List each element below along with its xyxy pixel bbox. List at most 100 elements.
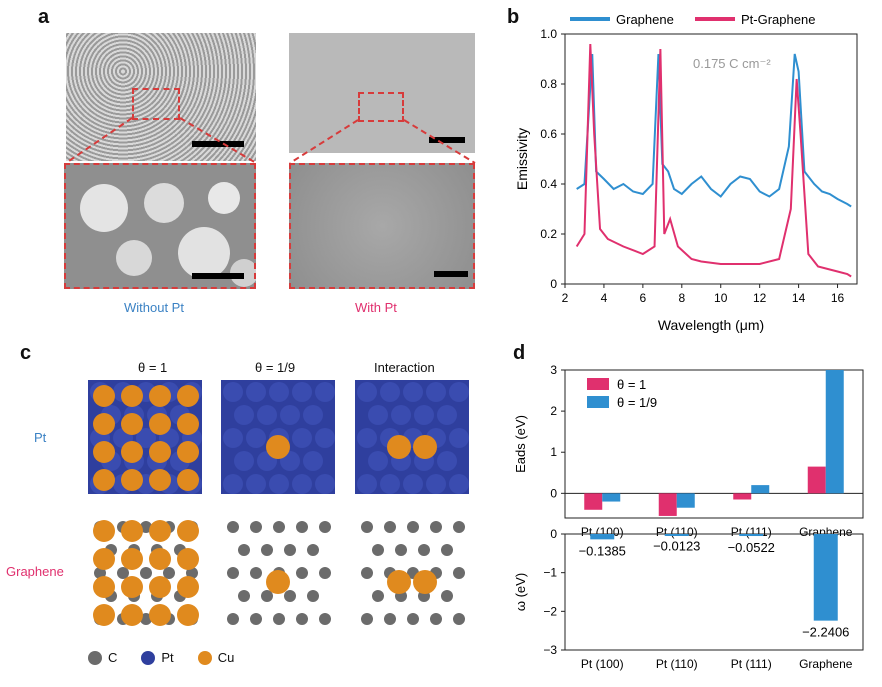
cu-atom <box>93 520 115 542</box>
cu-atom <box>177 576 199 598</box>
x-tick-label: 6 <box>640 291 647 305</box>
y-axis-label-bottom: ω (eV) <box>513 573 528 611</box>
c-atom <box>430 521 442 533</box>
c-atom <box>384 613 396 625</box>
cu-atom <box>149 548 171 570</box>
cu-atom <box>266 570 290 594</box>
legend-label: Graphene <box>616 12 674 27</box>
bar <box>733 493 752 500</box>
pt-atom <box>380 382 400 402</box>
pt-atom <box>357 382 377 402</box>
x-tick-label: 2 <box>562 291 569 305</box>
pt-atom <box>223 474 243 494</box>
col-header-theta-1: θ = 1 <box>138 360 168 375</box>
y-tick-label: −3 <box>543 643 557 657</box>
pt-atom <box>234 451 254 471</box>
pt-atom <box>246 474 266 494</box>
c-atom <box>319 521 331 533</box>
c-atom <box>384 521 396 533</box>
y-tick-label: 0 <box>550 527 557 541</box>
pt-atom <box>292 428 312 448</box>
c-atom <box>227 521 239 533</box>
x-tick-label: 10 <box>714 291 728 305</box>
model-gr-two <box>355 515 469 629</box>
c-atom <box>140 613 152 625</box>
caption-without-pt: Without Pt <box>124 300 184 315</box>
bar <box>590 534 615 540</box>
row-label-graphene: Graphene <box>6 564 64 579</box>
y-tick-label: 0.6 <box>540 127 557 141</box>
pt-atom <box>449 428 469 448</box>
c-atom <box>319 567 331 579</box>
plot-frame <box>564 33 858 285</box>
x-axis-label: Wavelength (μm) <box>658 317 764 333</box>
legend-label: Pt-Graphene <box>741 12 815 27</box>
category-label: Pt (110) <box>656 525 698 539</box>
c-atom <box>361 567 373 579</box>
col-header-interaction: Interaction <box>374 360 435 375</box>
c-atom <box>140 567 152 579</box>
pt-atom <box>234 405 254 425</box>
cu-atom <box>177 441 199 463</box>
pt-atom <box>257 405 277 425</box>
model-pt-full <box>88 380 202 494</box>
series-line-pt-graphene <box>575 43 852 278</box>
cu-atom <box>149 385 171 407</box>
c-atom <box>140 521 152 533</box>
series-line-graphene <box>576 53 852 208</box>
c-atom <box>238 590 250 602</box>
bar <box>664 534 689 536</box>
pt-atom <box>136 428 156 448</box>
pt-atom <box>426 474 446 494</box>
c-atom <box>372 590 384 602</box>
c-atom <box>453 567 465 579</box>
value-label: −0.1385 <box>579 543 626 558</box>
cu-atom <box>93 385 115 407</box>
category-label: Graphene <box>799 525 853 539</box>
bar <box>825 370 844 494</box>
c-atom <box>395 544 407 556</box>
legend-label: θ = 1/9 <box>617 395 657 410</box>
bar <box>739 534 764 537</box>
y-tick-label: 3 <box>550 363 557 377</box>
model-gr-one <box>221 515 335 629</box>
c-atom <box>319 613 331 625</box>
y-tick-label: 2 <box>550 404 557 418</box>
pt-atom <box>303 451 323 471</box>
cu-atom <box>149 441 171 463</box>
cu-atom <box>149 413 171 435</box>
cu-atom <box>121 469 143 491</box>
cu-atom <box>177 469 199 491</box>
c-atom <box>250 567 262 579</box>
pt-atom <box>449 474 469 494</box>
model-pt-one <box>221 380 335 494</box>
c-atom <box>186 567 198 579</box>
scale-bar <box>429 137 465 143</box>
zoom-frame <box>289 163 475 289</box>
scale-bar <box>192 273 244 279</box>
c-atom <box>307 590 319 602</box>
c-atom <box>453 521 465 533</box>
caption-with-pt: With Pt <box>355 300 397 315</box>
sem-image-without-pt-zoom <box>64 163 256 289</box>
pt-atom <box>246 428 266 448</box>
cu-atom <box>387 570 411 594</box>
pt-atom <box>368 405 388 425</box>
bar <box>676 493 695 508</box>
c-atom <box>296 567 308 579</box>
model-pt-two <box>355 380 469 494</box>
bar <box>602 493 621 502</box>
c-atom <box>307 544 319 556</box>
cu-atom <box>266 435 290 459</box>
pt-atom <box>280 405 300 425</box>
c-atom <box>453 613 465 625</box>
x-tick-label: 12 <box>753 291 767 305</box>
cu-atom <box>93 413 115 435</box>
c-atom <box>407 613 419 625</box>
cu-atom <box>177 548 199 570</box>
legend-label-c: C <box>108 650 118 665</box>
cu-atom <box>93 548 115 570</box>
pt-atom <box>380 474 400 494</box>
bar <box>751 485 770 494</box>
legend-label: θ = 1 <box>617 377 646 392</box>
